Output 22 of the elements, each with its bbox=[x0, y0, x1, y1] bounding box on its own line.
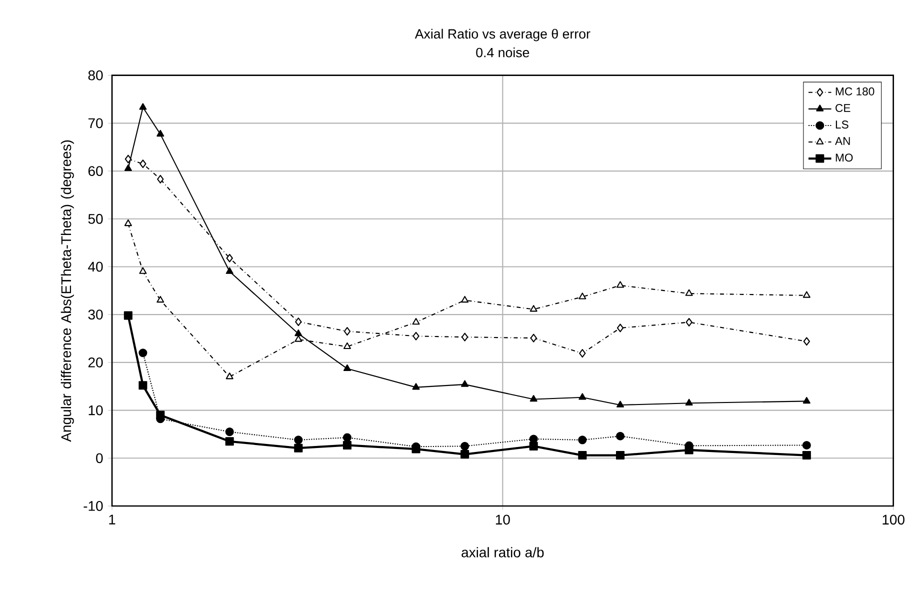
legend-label: LS bbox=[836, 120, 848, 129]
y-tick-label: -10 bbox=[84, 501, 103, 511]
legend-label: MO bbox=[836, 154, 853, 162]
y-tick-label: 70 bbox=[88, 118, 103, 128]
y-tick-label: 30 bbox=[88, 310, 103, 320]
x-tick-label: 100 bbox=[882, 514, 904, 525]
legend-label: CE bbox=[836, 104, 850, 112]
chart-title: Axial Ratio vs average θ error bbox=[414, 28, 590, 42]
y-tick-label: 0 bbox=[96, 453, 103, 464]
chart-subtitle: 0.4 noise bbox=[476, 47, 530, 58]
y-tick-label: 40 bbox=[88, 262, 103, 272]
y-tick-label: 20 bbox=[88, 357, 103, 368]
y-tick-label: 60 bbox=[88, 166, 103, 176]
y-axis-title: Angular difference Abs(ETheta-Theta) (degrees) bbox=[60, 140, 74, 442]
y-tick-label: 80 bbox=[88, 70, 103, 80]
x-tick-label: 1 bbox=[109, 514, 116, 524]
legend-label: AN bbox=[835, 137, 850, 145]
x-tick-label: 10 bbox=[496, 514, 510, 525]
legend-label: MC 180 bbox=[836, 87, 874, 96]
y-tick-label: 50 bbox=[88, 214, 103, 224]
y-tick-label: 10 bbox=[88, 405, 103, 416]
x-axis-title: axial ratio a/b bbox=[462, 547, 544, 558]
